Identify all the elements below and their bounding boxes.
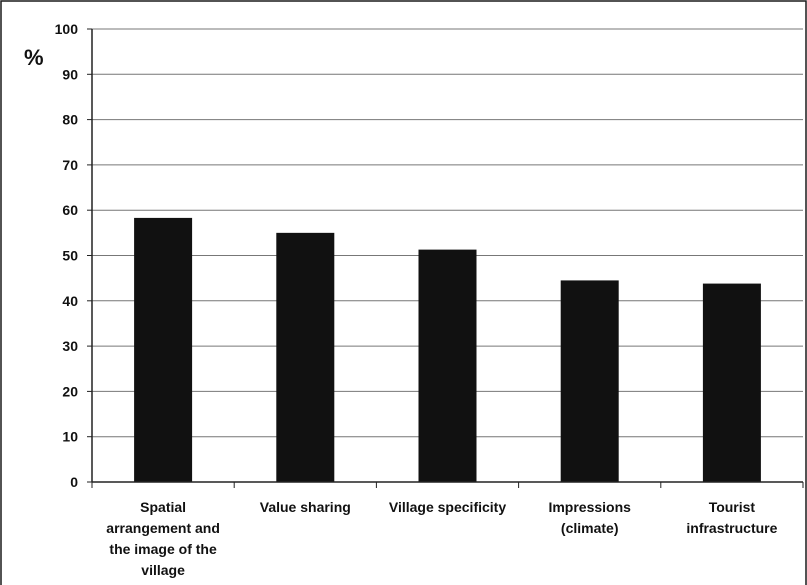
axes [91, 29, 804, 488]
x-tick-label: Village specificity [389, 499, 506, 515]
bar [134, 217, 193, 482]
bar [560, 280, 619, 482]
y-tick-label: 70 [62, 157, 78, 173]
y-tick-label: 50 [62, 248, 78, 264]
x-tick-label: Spatial arrangement and the image of the vi… [106, 499, 220, 578]
y-tick-label: 100 [55, 21, 79, 37]
bar [702, 283, 761, 482]
x-tick-label: Value sharing [260, 499, 351, 515]
y-tick-label: 60 [62, 202, 78, 218]
y-tick-label: 30 [62, 338, 78, 354]
x-tick-label: Impressions (climate) [548, 499, 631, 536]
y-tick-label: 40 [62, 293, 78, 309]
bar [418, 249, 477, 482]
y-axis-label: % [24, 45, 44, 70]
y-tick-label: 20 [62, 383, 78, 399]
x-tick-label: Tourist infrastructure [686, 499, 777, 536]
y-tick-label: 80 [62, 112, 78, 128]
y-axis-ticks: 0 10 20 30 40 50 60 70 80 90 100 [55, 21, 92, 490]
y-tick-label: 0 [70, 474, 78, 490]
y-tick-label: 90 [62, 66, 78, 82]
bar [276, 232, 335, 482]
y-tick-label: 10 [62, 429, 78, 445]
x-axis-ticks: Spatial arrangement and the image of the vi… [106, 499, 777, 578]
bars [134, 217, 761, 482]
